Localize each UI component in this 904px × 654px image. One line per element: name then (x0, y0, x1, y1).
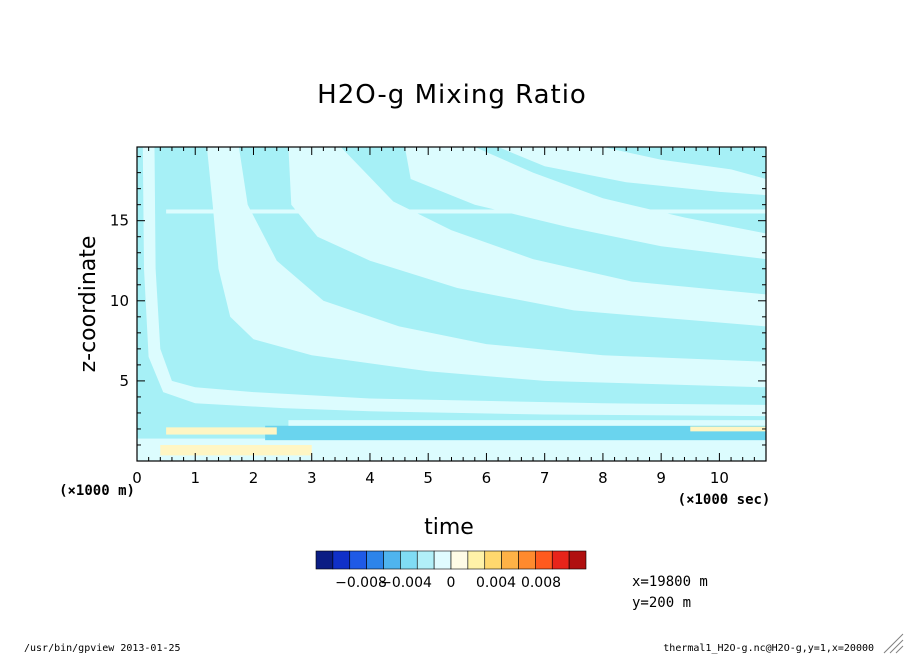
y-axis-unit-label: (×1000 m) (59, 483, 135, 499)
colorbar-swatch (551, 550, 570, 570)
x-tick-label: 0 (132, 469, 142, 487)
window-resize-grip (883, 633, 904, 654)
colorbar-swatch (366, 550, 384, 570)
light-contour-band (498, 147, 766, 196)
light-contour-band (206, 147, 766, 388)
colorbar-tick-label: 0.008 (521, 575, 561, 591)
x-axis-unit-label: (×1000 sec) (678, 492, 771, 508)
colorbar-swatch (535, 550, 553, 570)
x-tick-label: 8 (598, 469, 608, 487)
colorbar-swatch (315, 550, 334, 570)
x-tick-label: 6 (482, 469, 492, 487)
colorbar: −0.008−0.004 0 0.004 0.008 (315, 550, 587, 591)
x-tick-label: 1 (190, 469, 200, 487)
colorbar-tick-label: −0.008 (335, 575, 387, 591)
colorbar-swatch (518, 550, 536, 570)
x-tick-label: 4 (365, 469, 375, 487)
y-tick-label: 5 (119, 372, 129, 390)
plot-area (137, 147, 766, 461)
colorbar-swatch (332, 550, 351, 570)
upper-layer-line (166, 209, 766, 214)
inversion-light-band (288, 420, 766, 426)
colorbar-tick-label: 0.004 (476, 575, 516, 591)
y-tick-label: 15 (110, 212, 129, 230)
colorbar-swatch (349, 550, 367, 570)
footer-source: thermal1_H2O-g.nc@H2O-g,y=1,x=20000 (663, 643, 874, 654)
colorbar-swatch (383, 550, 401, 570)
inversion-positive-band-right (690, 426, 766, 432)
light-contour-band (404, 147, 766, 260)
y-axis-label: z-coordinate (76, 236, 101, 373)
colorbar-tick-label: 0 (447, 575, 456, 591)
contour-bands (142, 147, 766, 417)
colorbar-swatch (568, 550, 587, 570)
colorbar-swatch (501, 550, 519, 570)
inversion-positive-band (166, 427, 277, 435)
light-contour-band (142, 147, 766, 417)
y-position-readout: y=200 m (632, 595, 691, 611)
x-tick-label: 7 (540, 469, 550, 487)
colorbar-swatch (467, 550, 486, 570)
colorbar-swatch (433, 550, 452, 570)
x-axis-label: time (424, 515, 474, 540)
surface-positive-band (160, 444, 312, 456)
colorbar-swatch (416, 550, 435, 570)
x-tick-label: 9 (656, 469, 666, 487)
x-tick-label: 2 (249, 469, 259, 487)
y-tick-label: 10 (110, 292, 129, 310)
colorbar-swatch (450, 550, 469, 570)
near-surface-structure (137, 209, 766, 461)
x-tick-label: 3 (307, 469, 317, 487)
colorbar-swatch (400, 550, 418, 570)
footer-program: /usr/bin/gpview 2013-01-25 (24, 643, 181, 654)
x-position-readout: x=19800 m (632, 574, 708, 590)
y-axis-ticks: 5 10 15 (110, 156, 766, 446)
colorbar-tick-label: −0.004 (380, 575, 432, 591)
x-tick-label: 5 (423, 469, 433, 487)
x-axis-ticks: 0 1 2 3 4 5 6 7 8 9 10 (132, 147, 767, 487)
chart-title: H2O-g Mixing Ratio (317, 80, 587, 110)
x-tick-label: 10 (710, 469, 729, 487)
inversion-dark-band (265, 425, 766, 441)
colorbar-swatch (484, 550, 502, 570)
light-contour-band (288, 147, 766, 327)
